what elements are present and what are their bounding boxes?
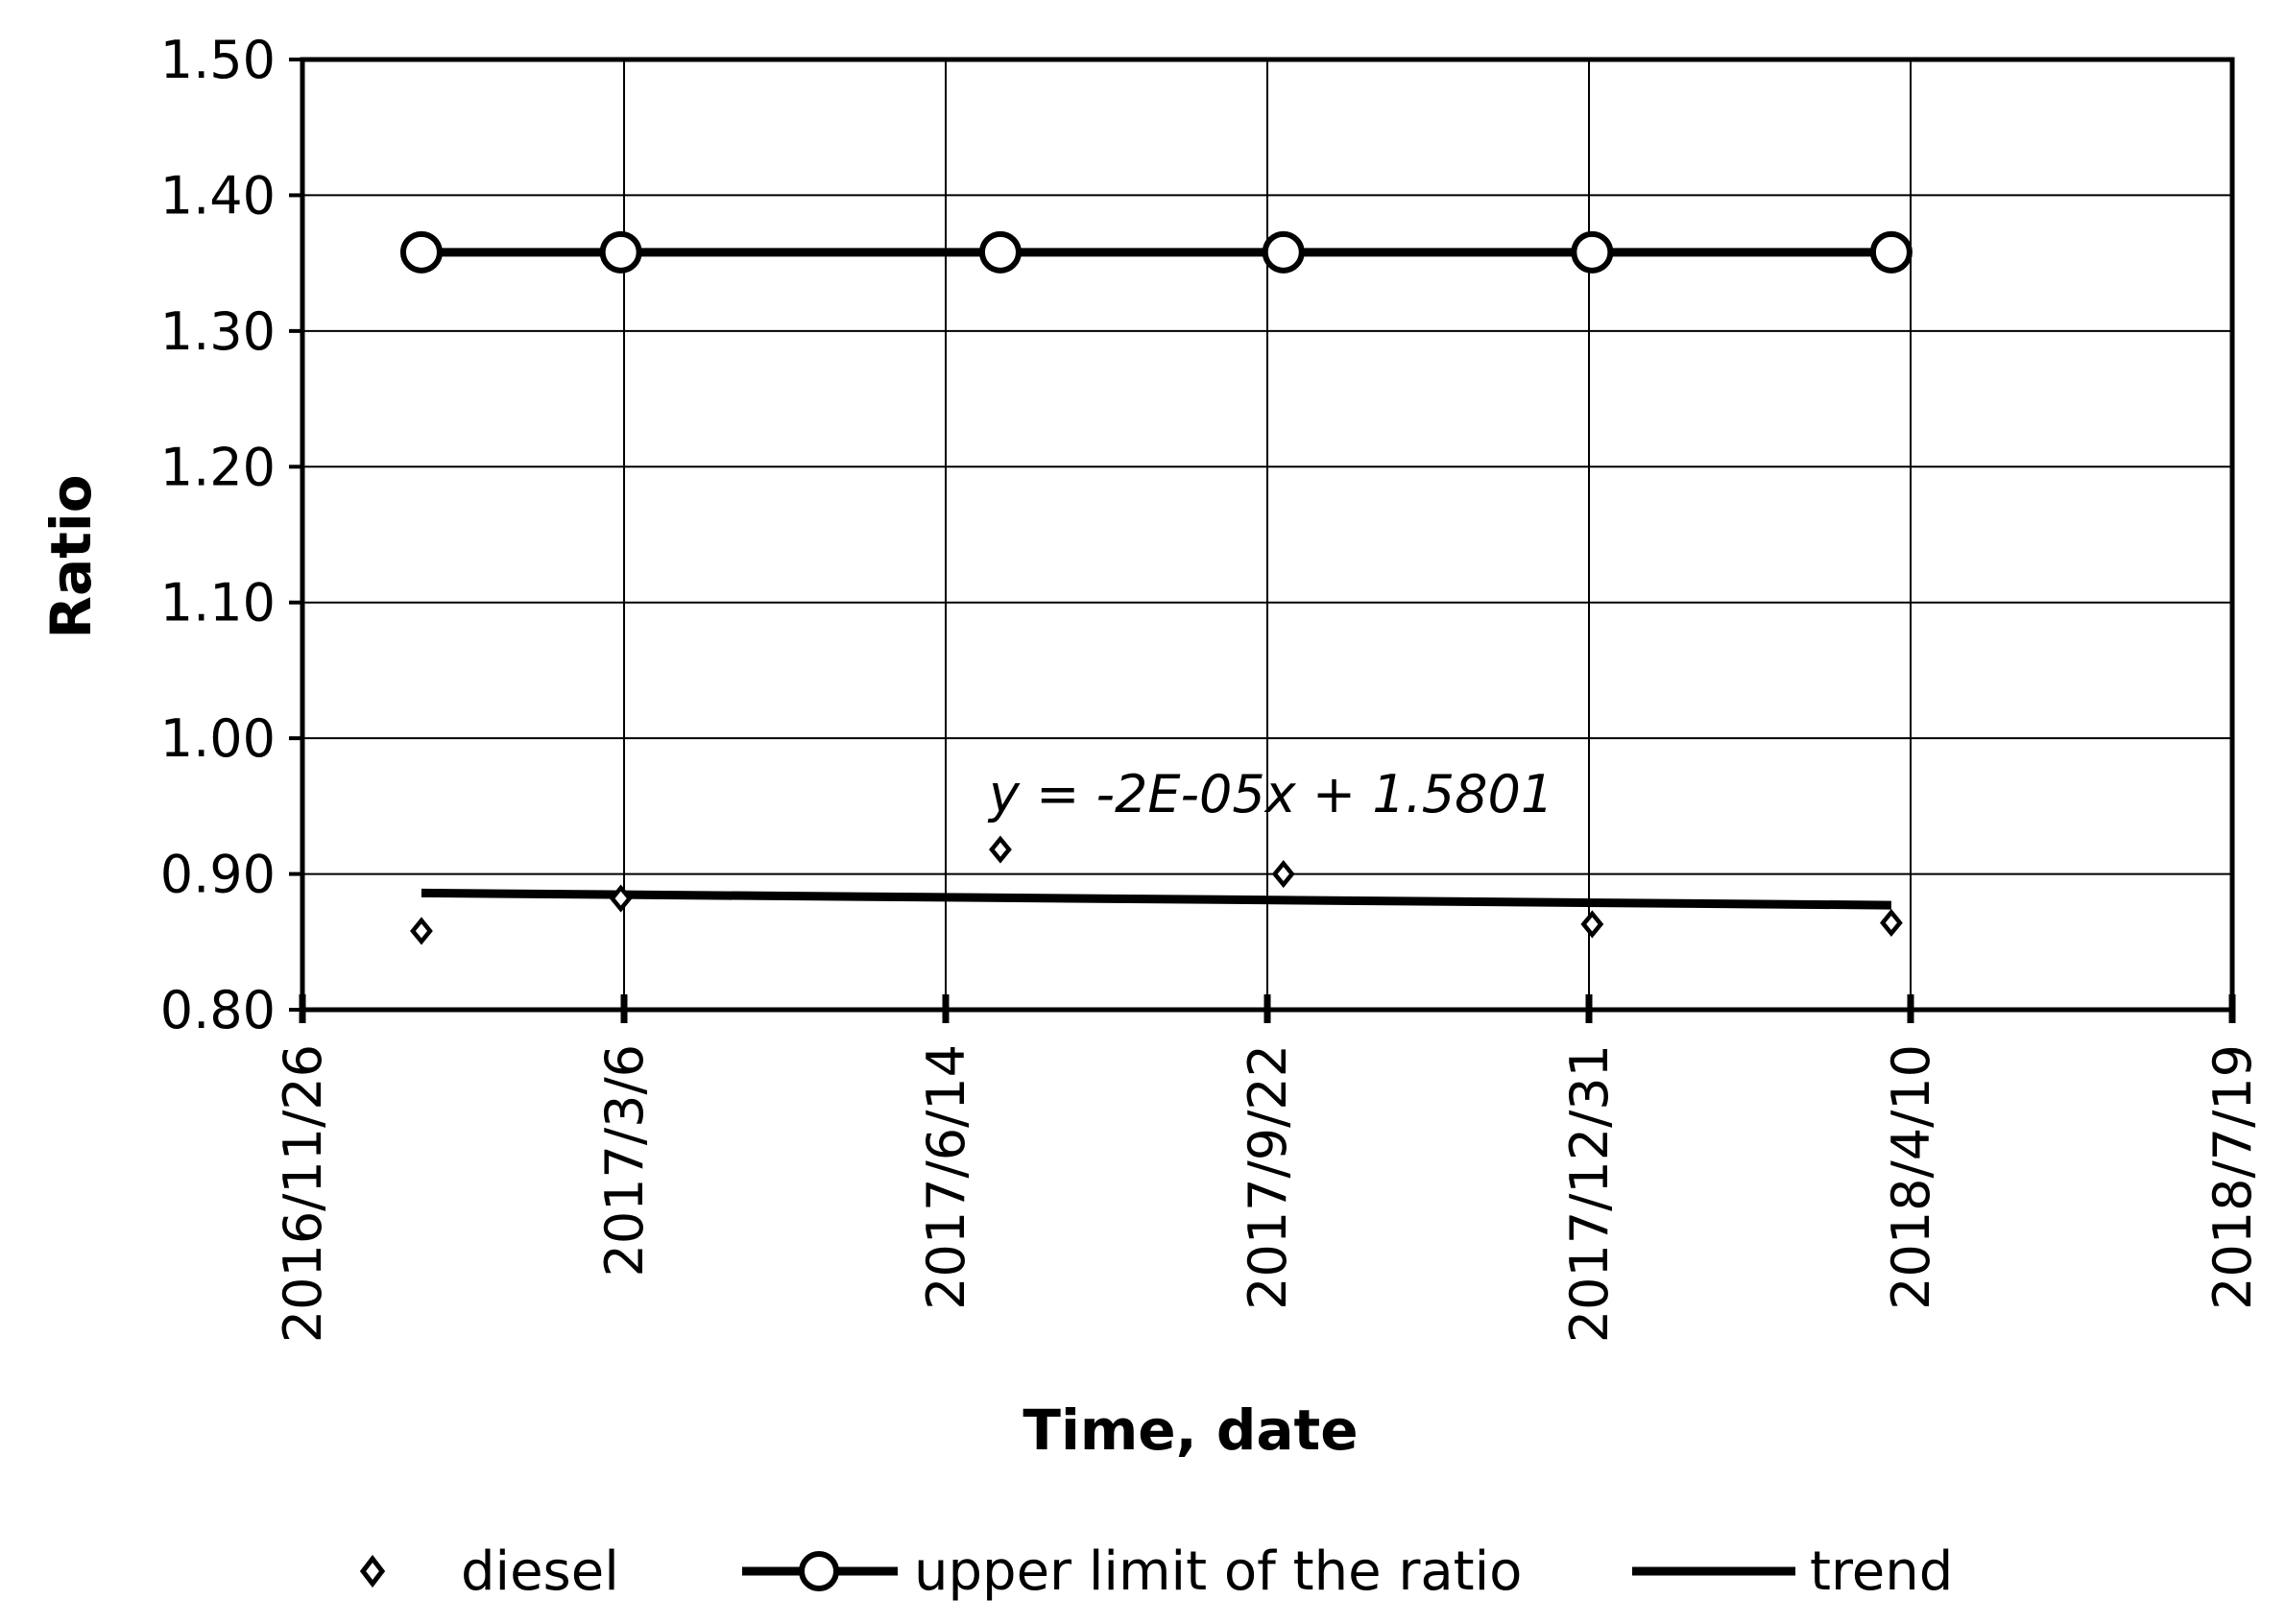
legend: diesel upper limit of the ratio trend xyxy=(359,1540,1953,1603)
y-tick-label: 1.00 xyxy=(160,708,276,769)
trend-line xyxy=(421,888,1891,910)
diamond-marker-icon xyxy=(359,1554,386,1588)
y-tick-label: 1.50 xyxy=(160,30,276,90)
y-tick-label: 0.90 xyxy=(160,845,276,905)
y-tick-label: 1.10 xyxy=(160,573,276,633)
x-tick-label: 2017/3/6 xyxy=(594,1044,655,1278)
x-tick-label: 2016/11/26 xyxy=(273,1044,333,1343)
upper-limit-marker xyxy=(978,230,1022,274)
legend-label-upper-limit: upper limit of the ratio xyxy=(914,1540,1522,1603)
y-tick-label: 1.20 xyxy=(160,437,276,497)
diesel-marker xyxy=(1580,910,1604,939)
x-tick-label: 2017/6/14 xyxy=(916,1044,976,1310)
trendline-equation: y = -2E-05x + 1.5801 xyxy=(987,764,1553,824)
x-tick-label: 2017/9/22 xyxy=(1238,1044,1298,1310)
y-tick-label: 0.80 xyxy=(160,980,276,1040)
diesel-marker xyxy=(410,917,433,945)
legend-item-upper-limit: upper limit of the ratio xyxy=(742,1540,1522,1603)
plot-area-border xyxy=(300,57,2235,1013)
x-axis-title: Time, date xyxy=(1023,1397,1358,1463)
y-tick-label: 1.40 xyxy=(160,165,276,226)
upper-limit-marker xyxy=(1262,230,1305,274)
y-tick-label: 1.30 xyxy=(160,301,276,362)
legend-label-trend: trend xyxy=(1810,1540,1953,1603)
legend-item-diesel: diesel xyxy=(359,1540,619,1603)
y-axis-title: Ratio xyxy=(38,474,104,638)
x-tick-label: 2018/7/19 xyxy=(2202,1044,2263,1310)
upper-limit-marker xyxy=(1571,230,1614,274)
gridlines xyxy=(289,58,2236,1023)
series xyxy=(399,230,1913,945)
upper-limit-marker xyxy=(399,230,443,274)
circle-marker-icon xyxy=(799,1551,839,1591)
x-tick-label: 2018/4/10 xyxy=(1881,1044,1941,1310)
diesel-marker xyxy=(1271,860,1295,889)
x-tick-labels: 2016/11/26 2017/3/6 2017/6/14 2017/9/22 2017… xyxy=(273,1044,2263,1343)
upper-limit-marker xyxy=(1869,230,1913,274)
diesel-marker xyxy=(609,884,633,913)
diesel-marker xyxy=(989,835,1012,864)
legend-item-trend: trend xyxy=(1632,1540,1953,1603)
legend-label-diesel: diesel xyxy=(461,1540,619,1603)
y-tick-labels: 0.80 0.90 1.00 1.10 1.20 1.30 1.40 1.50 xyxy=(160,30,276,1040)
x-tick-label: 2017/12/31 xyxy=(1559,1044,1620,1343)
diesel-marker xyxy=(1879,908,1903,938)
upper-limit-marker xyxy=(599,230,642,274)
